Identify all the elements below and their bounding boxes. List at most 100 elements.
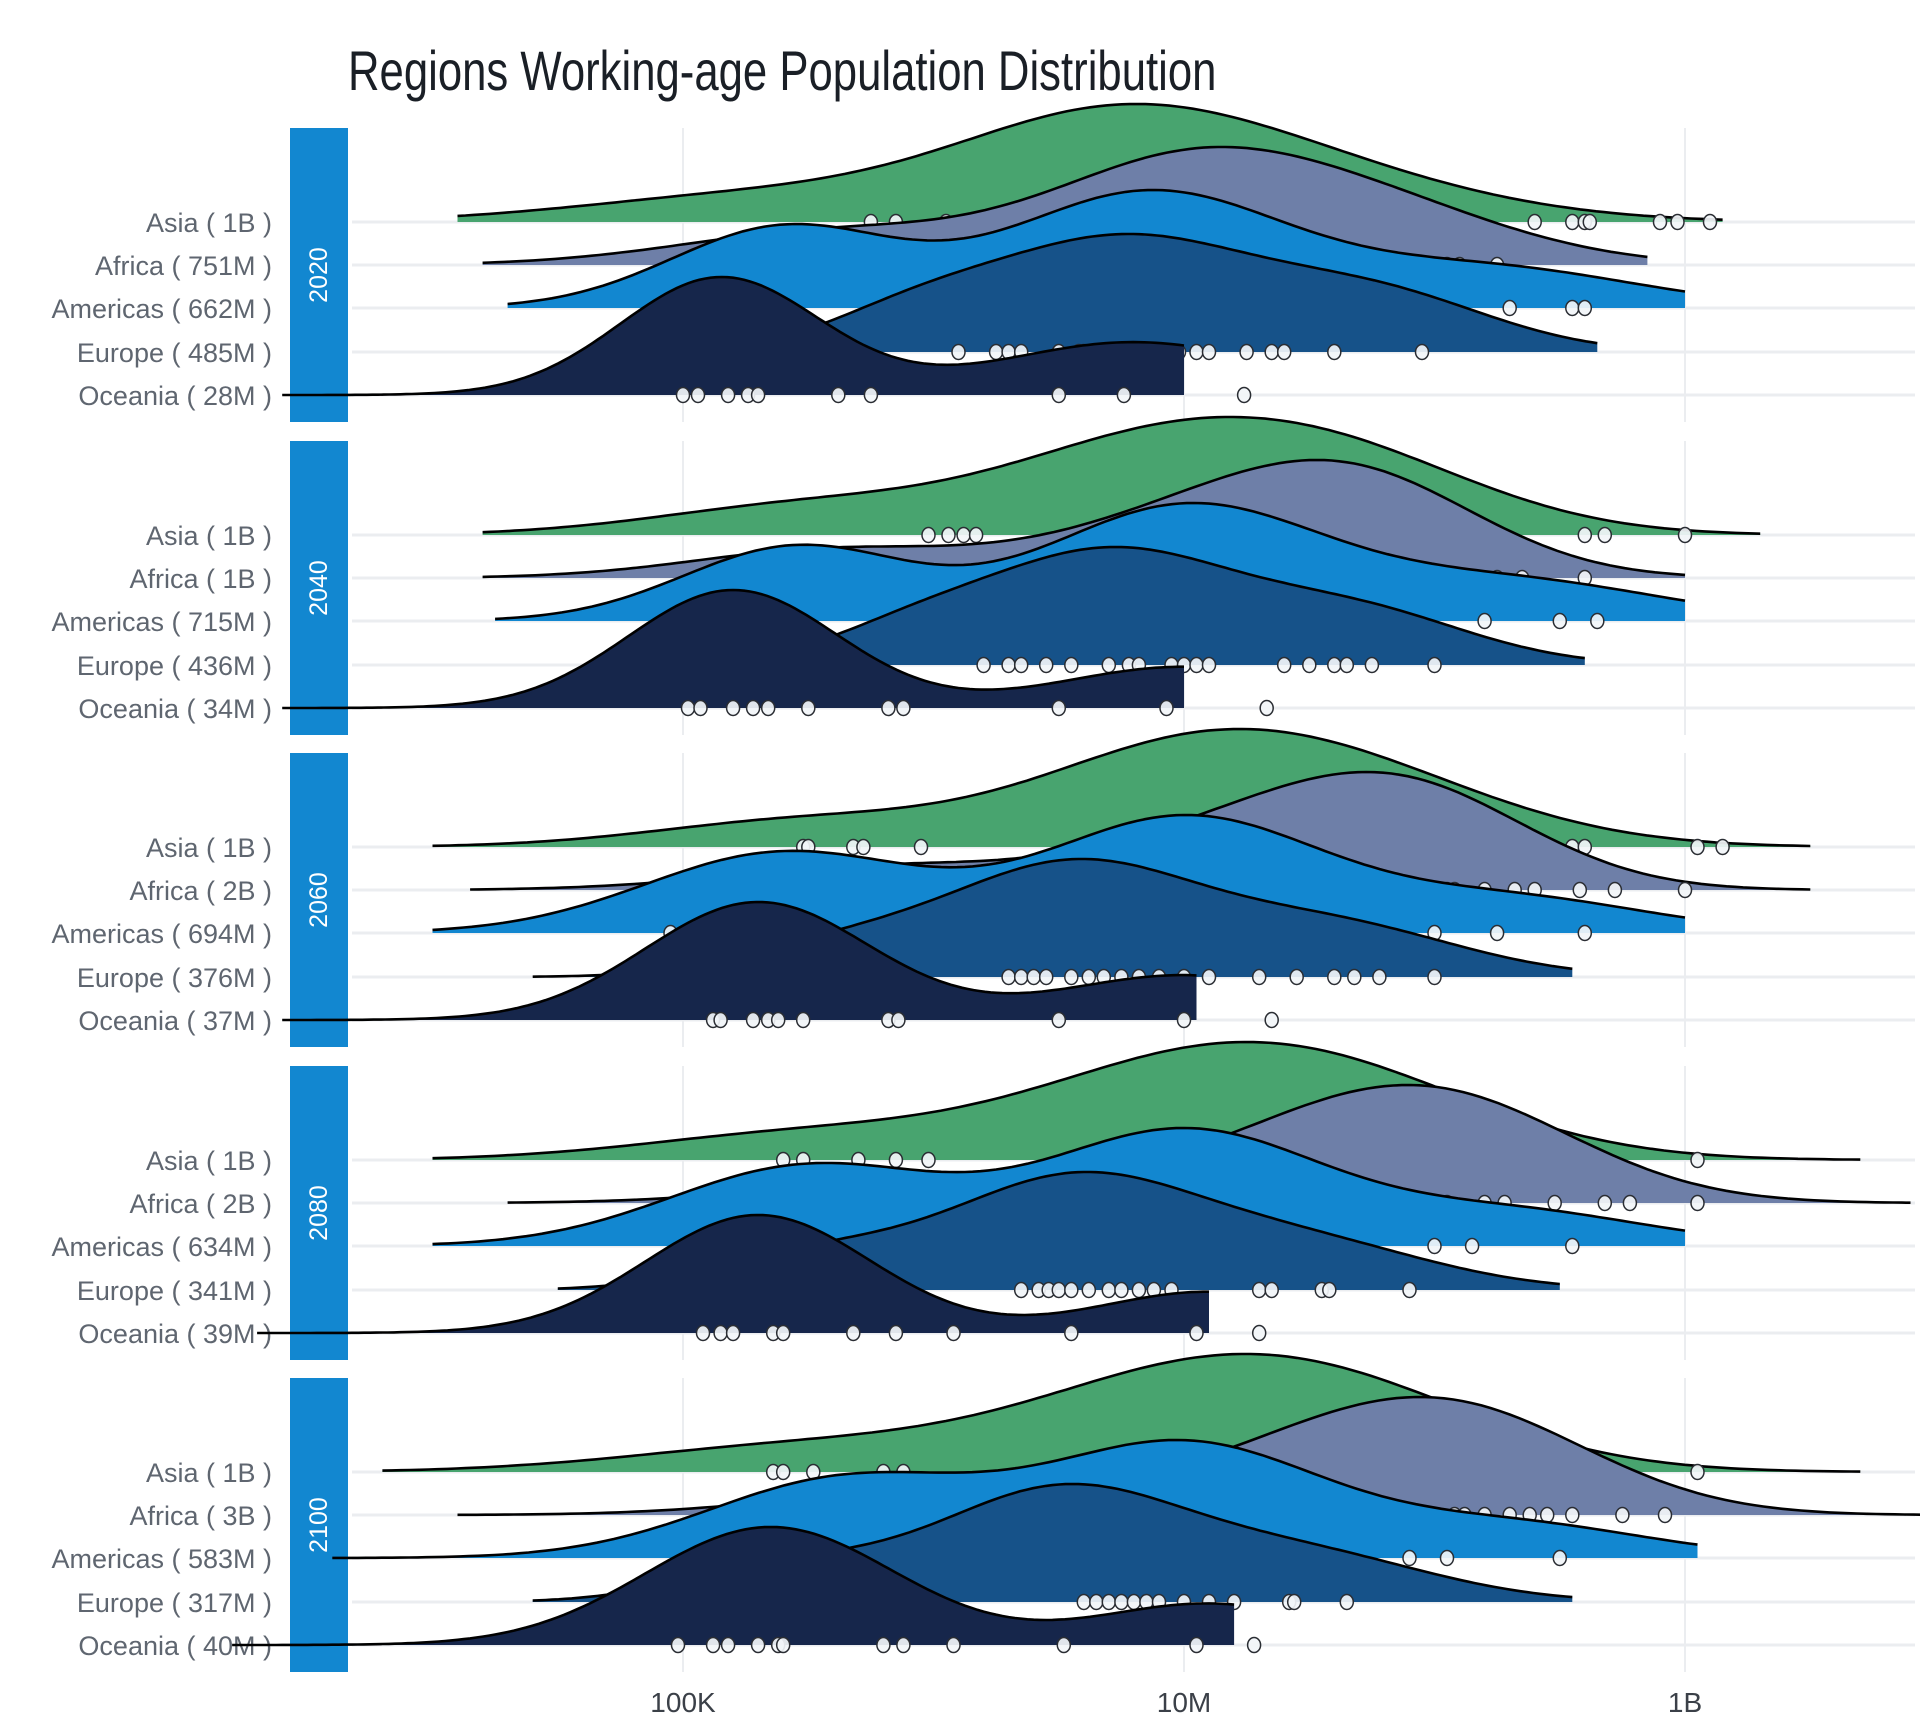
- data-point: [1322, 1281, 1337, 1299]
- data-point: [1001, 656, 1016, 674]
- data-point: [770, 1011, 786, 1029]
- ridge-outline: [282, 588, 1184, 710]
- data-point: [1582, 213, 1598, 231]
- data-point: [1427, 656, 1442, 674]
- data-point: [670, 1636, 686, 1654]
- panel-2020: 2020 Asia ( 1B ) Africa ( 751M ) Americas (…: [51, 102, 1723, 422]
- data-point: [1201, 968, 1217, 986]
- data-point: [1715, 838, 1730, 856]
- data-point: [1502, 299, 1517, 317]
- data-point: [1286, 1593, 1302, 1611]
- data-point: [876, 1636, 891, 1654]
- data-point: [1239, 343, 1254, 361]
- row-label: Africa ( 2B ): [129, 1189, 272, 1219]
- data-point: [1114, 1593, 1129, 1611]
- data-point: [1547, 1194, 1562, 1212]
- x-tick-label: 10M: [1157, 1687, 1211, 1718]
- ridge-outline: [282, 275, 1185, 397]
- data-point: [1064, 656, 1079, 674]
- row-label: Americas ( 634M ): [51, 1232, 272, 1262]
- data-point: [745, 1011, 761, 1029]
- data-point: [1276, 343, 1292, 361]
- ridge-outline: [495, 501, 1686, 621]
- x-tick-label: 100K: [650, 1687, 716, 1718]
- data-point: [1489, 924, 1505, 942]
- data-point: [891, 1011, 906, 1029]
- data-point: [921, 526, 936, 544]
- data-point: [750, 386, 766, 404]
- data-point: [1236, 386, 1252, 404]
- data-point: [760, 699, 776, 717]
- data-point: [695, 1324, 711, 1342]
- data-point: [1201, 656, 1217, 674]
- data-point: [1081, 1281, 1097, 1299]
- data-point: [1101, 1281, 1117, 1299]
- data-point: [1101, 1593, 1117, 1611]
- row-label: Asia ( 1B ): [146, 208, 272, 238]
- data-point: [1302, 656, 1317, 674]
- data-point: [896, 1636, 911, 1654]
- data-point: [1251, 1281, 1267, 1299]
- data-point: [896, 699, 911, 717]
- row-label: Asia ( 1B ): [146, 521, 272, 551]
- data-point: [1327, 656, 1342, 674]
- data-point: [1670, 213, 1685, 231]
- ridge-fill: [482, 460, 1686, 578]
- data-point: [1289, 968, 1304, 986]
- facet-strip-label: 2040: [305, 560, 333, 616]
- data-point: [863, 386, 879, 404]
- data-point: [1414, 343, 1430, 361]
- facet-strip-label: 2080: [305, 1185, 333, 1241]
- data-point: [1477, 612, 1492, 630]
- data-point: [1264, 1011, 1279, 1029]
- data-point: [1051, 699, 1067, 717]
- data-point: [1276, 656, 1292, 674]
- data-point: [1339, 656, 1355, 674]
- data-point: [921, 1151, 936, 1169]
- data-point: [775, 1324, 791, 1342]
- data-point: [750, 1636, 766, 1654]
- data-point: [1677, 881, 1693, 899]
- data-point: [713, 1324, 728, 1342]
- data-point: [1577, 924, 1593, 942]
- data-point: [1565, 1506, 1580, 1524]
- data-point: [1064, 1281, 1079, 1299]
- row-label: Americas ( 662M ): [51, 294, 272, 324]
- row-label: Africa ( 3B ): [129, 1501, 272, 1531]
- data-point: [946, 1636, 961, 1654]
- data-point: [1527, 213, 1542, 231]
- data-point: [1076, 1593, 1092, 1611]
- data-point: [888, 1151, 904, 1169]
- data-point: [846, 1324, 861, 1342]
- data-point: [1051, 386, 1067, 404]
- x-tick-label: 1B: [1668, 1687, 1702, 1718]
- ridge-oceania: [282, 275, 1252, 404]
- data-point: [675, 386, 691, 404]
- data-point: [680, 699, 696, 717]
- data-point: [856, 838, 871, 856]
- ridge-oceania: [257, 1213, 1267, 1342]
- data-point: [705, 1636, 721, 1654]
- data-point: [1264, 343, 1279, 361]
- data-point: [1159, 699, 1174, 717]
- data-point: [1064, 968, 1079, 986]
- row-label: Africa ( 1B ): [129, 564, 272, 594]
- row-label: Americas ( 583M ): [51, 1544, 272, 1574]
- data-point: [1565, 299, 1580, 317]
- ridge-outline: [507, 188, 1686, 306]
- data-point: [1552, 1549, 1568, 1567]
- data-point: [1251, 968, 1267, 986]
- row-label: Europe ( 485M ): [77, 338, 272, 368]
- data-point: [1597, 1194, 1613, 1212]
- ridge-outline: [257, 1213, 1209, 1335]
- ridge-outline: [432, 1040, 1861, 1161]
- data-point: [1116, 386, 1132, 404]
- facet-strip-label: 2060: [305, 872, 333, 928]
- data-point: [1013, 968, 1029, 986]
- data-point: [720, 1636, 736, 1654]
- data-point: [1372, 968, 1387, 986]
- data-point: [913, 838, 929, 856]
- data-point: [1013, 656, 1029, 674]
- ridge-oceania: [282, 588, 1274, 717]
- data-point: [693, 699, 708, 717]
